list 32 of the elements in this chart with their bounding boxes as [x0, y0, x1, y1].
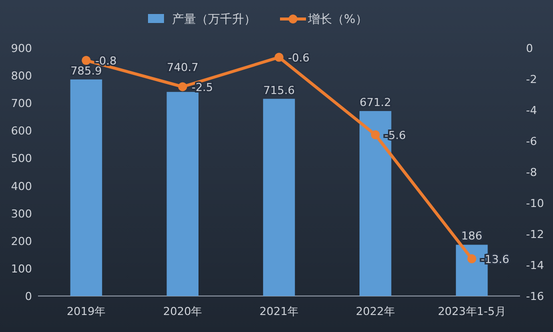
y-tick-label: 800 [11, 70, 32, 83]
legend-label: 产量（万千升） [172, 12, 256, 26]
y2-tick-label: -8 [526, 166, 537, 179]
y-tick-label: 500 [11, 152, 32, 166]
y-tick-label: 300 [11, 207, 32, 220]
data-label: -0.6 [288, 51, 310, 64]
y2-tick-label: 0 [526, 42, 533, 55]
y-tick-label: 600 [11, 124, 32, 138]
x-tick-label: 2023年1-5月 [438, 305, 506, 318]
data-label: -2.5 [192, 80, 214, 94]
x-tick-label: 2021年 [260, 305, 298, 318]
data-label: 740.7 [166, 60, 198, 74]
y-tick-label: 0 [25, 290, 32, 303]
y2-tick-label: -16 [526, 290, 544, 303]
y-tick-label: 400 [11, 180, 32, 193]
y2-tick-label: -4 [526, 104, 537, 117]
y-tick-label: 900 [11, 42, 32, 55]
y2-tick-label: -10 [526, 197, 544, 210]
y2-tick-label: -14 [526, 259, 544, 272]
x-tick-label: 2022年 [356, 305, 395, 318]
y2-tick-label: -12 [526, 228, 544, 241]
legend-label: 增长（%） [307, 12, 368, 26]
data-label: 671.2 [360, 96, 392, 110]
data-label: 715.6 [263, 84, 295, 97]
y-tick-label: 700 [11, 97, 32, 110]
y2-tick-label: -6 [526, 135, 537, 148]
x-tick-label: 2019年 [66, 305, 106, 318]
y-tick-label: 100 [11, 262, 32, 276]
y-tick-label: 200 [11, 234, 32, 248]
data-label: 186 [461, 230, 482, 243]
y2-tick-label: -2 [526, 73, 537, 86]
x-tick-label: 2020年 [163, 305, 202, 318]
